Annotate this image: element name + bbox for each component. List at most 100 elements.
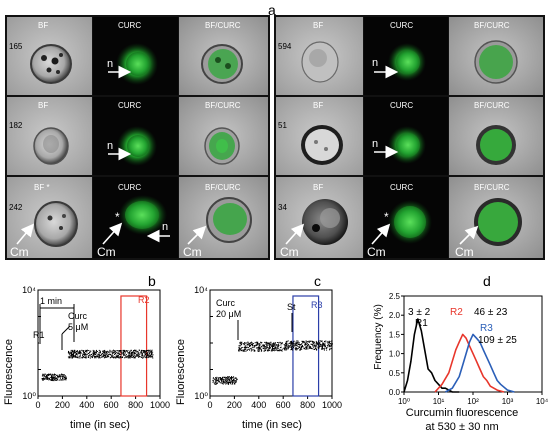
chart-d-ylabel: Frequency (%) <box>373 304 384 370</box>
data-point <box>310 340 312 342</box>
data-point <box>222 383 224 385</box>
data-point <box>243 349 245 351</box>
data-point <box>143 351 145 353</box>
data-point <box>259 348 260 350</box>
right-row-2: BF CURC BF/CURC 51 n <box>276 97 543 175</box>
data-point <box>79 354 81 356</box>
data-point <box>215 379 217 381</box>
data-point <box>95 356 97 358</box>
chart-b-ylabel: Fluorescence <box>3 339 15 405</box>
chart-b: 0 200 400 600 800 1000 10⁰ 10⁴ Fluorescence tim… <box>3 285 170 431</box>
data-point <box>104 351 106 353</box>
data-point <box>247 343 248 345</box>
header-bf-curc: BF/CURC <box>205 183 241 192</box>
data-point <box>290 345 292 347</box>
data-point <box>238 345 240 347</box>
cell-id: 182 <box>9 121 23 130</box>
data-point <box>312 341 314 343</box>
data-point <box>215 383 217 385</box>
data-point <box>126 356 128 358</box>
data-point <box>223 381 225 382</box>
data-point <box>247 346 249 348</box>
data-point <box>112 352 114 354</box>
data-point <box>322 345 323 347</box>
data-point <box>239 349 241 351</box>
data-point <box>115 357 117 358</box>
data-point <box>128 355 130 357</box>
data-point <box>266 346 268 348</box>
data-point <box>84 352 86 353</box>
data-point <box>43 378 45 380</box>
data-point <box>243 347 245 348</box>
data-point <box>295 347 297 349</box>
data-point <box>95 352 97 354</box>
chart-b-annot-1min: 1 min <box>40 296 62 306</box>
data-point <box>73 349 75 351</box>
header-curc: CURC <box>118 183 141 192</box>
data-point <box>311 343 313 345</box>
panel-a-microscopy-grid: BF CURC BF/CURC 165 n BF CURC BF/CURC 18… <box>5 15 545 260</box>
data-point <box>283 344 285 346</box>
data-point <box>242 343 244 345</box>
data-point <box>82 353 84 355</box>
data-point <box>108 351 110 353</box>
data-point <box>141 352 143 354</box>
data-point <box>134 349 136 351</box>
data-point <box>68 354 70 356</box>
data-point <box>308 340 310 342</box>
data-point <box>304 341 305 343</box>
data-point <box>225 376 227 378</box>
data-point <box>127 356 129 358</box>
data-point <box>239 342 241 344</box>
data-point <box>305 343 307 345</box>
data-point <box>78 351 80 353</box>
data-point <box>321 348 323 350</box>
data-point <box>273 342 275 344</box>
data-point <box>249 348 251 350</box>
data-point <box>130 355 132 357</box>
y-tick-label: 0.5 <box>389 369 401 378</box>
data-point <box>148 350 150 352</box>
data-point <box>149 351 151 353</box>
data-point <box>221 379 223 381</box>
data-point <box>325 346 326 348</box>
data-point <box>263 346 265 348</box>
data-point <box>303 341 305 343</box>
data-point <box>134 352 136 354</box>
nucleus-label: n <box>372 138 378 150</box>
data-point <box>316 343 318 345</box>
data-point <box>331 344 333 346</box>
data-point <box>218 378 220 380</box>
data-point <box>118 357 120 359</box>
data-point <box>130 355 132 357</box>
data-point <box>119 351 121 352</box>
data-point <box>115 354 117 356</box>
data-point <box>258 343 260 345</box>
data-point <box>225 383 227 385</box>
data-point <box>96 355 98 357</box>
data-point <box>308 347 310 349</box>
data-point <box>147 352 149 354</box>
data-point <box>302 342 304 344</box>
data-point <box>226 380 228 382</box>
data-point <box>307 341 308 343</box>
data-point <box>260 350 262 352</box>
data-point <box>284 344 286 346</box>
data-point <box>94 353 96 355</box>
data-point <box>330 343 332 345</box>
data-point <box>131 356 133 358</box>
data-point <box>285 341 287 343</box>
data-point <box>133 357 135 359</box>
data-point <box>295 341 297 343</box>
data-point <box>251 344 253 346</box>
data-point <box>215 377 217 379</box>
data-point <box>61 373 62 375</box>
data-point <box>244 343 246 345</box>
data-point <box>80 350 82 352</box>
data-point <box>301 344 303 346</box>
data-point <box>109 353 111 355</box>
chart-b-annot-r1: R1 <box>33 330 45 340</box>
data-point <box>297 348 299 349</box>
data-point <box>99 352 101 354</box>
data-point <box>62 379 64 381</box>
